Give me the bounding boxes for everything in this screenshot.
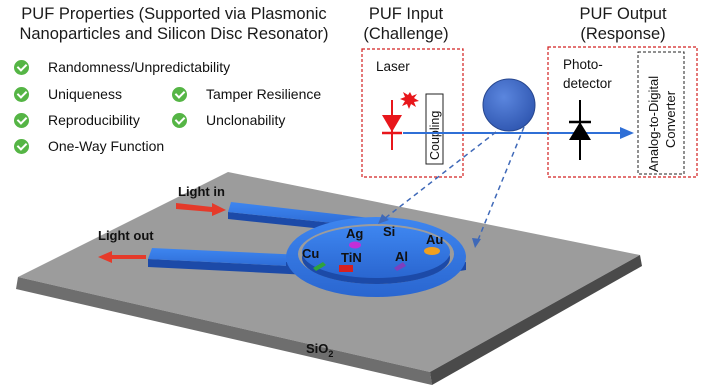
tin-nanoparticle [339, 265, 353, 272]
adc-box [637, 51, 685, 175]
property-reproducibility: Reproducibility [14, 112, 140, 128]
check-icon [14, 138, 29, 154]
properties-title: PUF Properties (Supported via Plasmonic … [4, 4, 344, 44]
pointer-arrow-right [472, 238, 481, 248]
coupling-label: Coupling [428, 111, 442, 160]
pointer-line-left [383, 131, 497, 220]
resonator-disc-icon [482, 78, 536, 132]
si-label: Si [383, 224, 395, 239]
tin-label: TiN [341, 250, 362, 265]
sio2-label-subscript: 2 [328, 349, 333, 359]
adc-label-line2: Converter [663, 90, 678, 148]
al-label: Al [395, 249, 408, 264]
ag-nanoparticle [349, 241, 361, 249]
property-label: Unclonability [206, 112, 286, 128]
check-icon [14, 112, 29, 128]
puf-output-title-line2: (Response) [580, 25, 666, 43]
photodetector-diode-icon [569, 100, 591, 160]
check-icon [14, 86, 29, 102]
light-in-arrow [176, 203, 226, 216]
pointer-arrow-left [378, 214, 389, 224]
coupling-box [425, 93, 444, 165]
nanoparticles [313, 241, 440, 272]
sio2-label-main: SiO [306, 341, 328, 356]
property-tamper-resilience: Tamper Resilience [172, 86, 321, 102]
adc-label-line1: Analog-to-Digital [646, 76, 661, 172]
property-label: Uniqueness [48, 86, 122, 102]
pointer-line-right [477, 126, 525, 241]
property-label: Randomness/Unpredictability [48, 59, 231, 75]
properties-title-line1: PUF Properties (Supported via Plasmonic [21, 5, 327, 23]
ag-label: Ag [346, 226, 363, 241]
check-icon [172, 112, 187, 128]
puf-input-title-line2: (Challenge) [363, 25, 449, 43]
property-label: Tamper Resilience [206, 86, 322, 102]
puf-input-box [361, 48, 464, 178]
puf-output-title: PUF Output (Response) [548, 4, 698, 44]
photodetector-label-line1: Photo- [563, 57, 603, 72]
laser-diode-icon [382, 100, 402, 150]
laser-emission-icon [400, 92, 419, 109]
puf-output-box [547, 46, 698, 178]
light-out-arrow [98, 251, 146, 263]
substrate-front-face [16, 277, 432, 385]
substrate-right-face [430, 255, 642, 385]
property-unclonability: Unclonability [172, 112, 285, 128]
properties-title-line2: Nanoparticles and Silicon Disc Resonator… [19, 25, 329, 43]
waveguide-structure [148, 202, 466, 297]
al-nanoparticle [394, 262, 406, 271]
au-nanoparticle [424, 247, 440, 255]
laser-label: Laser [376, 59, 410, 74]
light-in-label: Light in [178, 184, 225, 199]
property-label: Reproducibility [48, 112, 140, 128]
puf-input-title: PUF Input (Challenge) [356, 4, 456, 44]
photodetector-label-line2: detector [563, 76, 612, 91]
au-label: Au [426, 232, 443, 247]
sio2-label: SiO2 [306, 341, 333, 359]
property-randomness: Randomness/Unpredictability [14, 59, 230, 75]
property-uniqueness: Uniqueness [14, 86, 122, 102]
check-icon [172, 86, 187, 102]
property-label: One-Way Function [48, 138, 165, 154]
optical-arrow-head [620, 127, 634, 139]
puf-input-title-line1: PUF Input [368, 5, 444, 23]
light-out-label: Light out [98, 228, 154, 243]
property-one-way-function: One-Way Function [14, 138, 164, 154]
puf-output-title-line1: PUF Output [579, 5, 667, 23]
check-icon [14, 59, 29, 75]
cu-nanoparticle [313, 262, 326, 271]
cu-label: Cu [302, 246, 319, 261]
